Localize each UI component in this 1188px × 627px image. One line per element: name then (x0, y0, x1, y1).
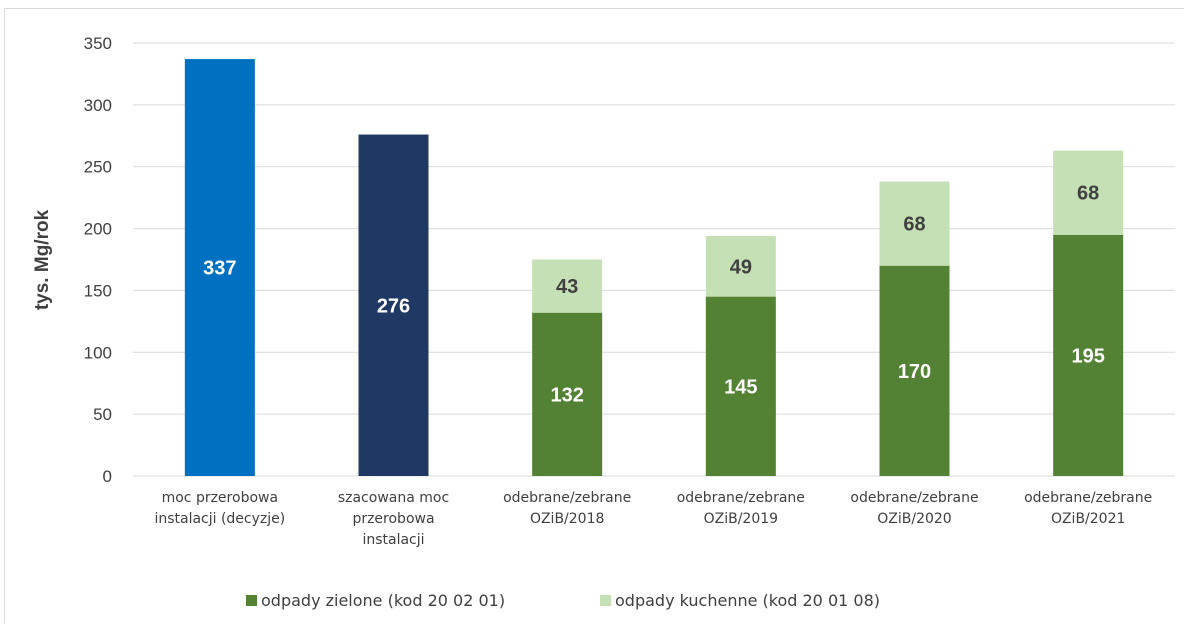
x-tick-label: odebrane/zebrane OZiB/2020 (850, 490, 978, 527)
green-waste-bar (532, 312, 603, 476)
legend: odpady zielone (kod 20 02 01) odpady kuch… (246, 591, 880, 610)
data-label: 49 (730, 256, 752, 278)
data-label: 68 (903, 214, 925, 236)
kitchen-waste-bar (1053, 150, 1124, 235)
y-tick-label: 50 (93, 405, 112, 424)
chart-frame (4, 8, 1184, 623)
x-tick-label: odebrane/zebrane OZiB/2021 (1024, 490, 1152, 527)
y-tick-label: 100 (84, 343, 112, 362)
y-tick-label: 300 (84, 96, 112, 115)
y-tick-label: 0 (103, 467, 112, 486)
data-label: 145 (724, 376, 757, 398)
capacity-bar (184, 59, 255, 476)
y-tick-label: 150 (84, 281, 112, 300)
kitchen-waste-bar (879, 181, 950, 266)
y-tick-label: 200 (84, 220, 112, 239)
x-tick-label: szacowana moc przerobowa instalacji (338, 490, 449, 548)
green-waste-bar (705, 296, 776, 476)
legend-swatch (600, 595, 611, 606)
green-waste-bar (879, 265, 950, 476)
bars (184, 59, 1124, 476)
x-tick-label: odebrane/zebrane OZiB/2018 (503, 490, 631, 527)
y-tick-label: 350 (84, 34, 112, 53)
capacity-bar (358, 134, 429, 476)
data-label: 195 (1071, 345, 1104, 367)
green-waste-bar (1053, 234, 1124, 476)
x-tick-label: moc przerobowa instalacji (decyzje) (154, 490, 285, 527)
legend-label: odpady zielone (kod 20 02 01) (261, 591, 505, 610)
kitchen-waste-bar (705, 235, 776, 297)
y-axis-ticks: 0 50 100 150 200 250 300 350 (84, 34, 112, 486)
y-tick-label: 250 (84, 158, 112, 177)
gridlines (133, 42, 1175, 477)
kitchen-waste-bar (532, 259, 603, 313)
data-label: 337 (203, 258, 236, 280)
data-label: 132 (550, 384, 583, 406)
data-label: 170 (898, 361, 931, 383)
y-axis-label: tys. Mg/rok (32, 209, 53, 310)
data-label: 68 (1077, 183, 1099, 205)
data-label: 276 (377, 295, 410, 317)
data-labels: 337 276 132 43 145 49 170 68 195 68 (203, 183, 1105, 407)
data-label: 43 (556, 276, 578, 298)
legend-label: odpady kuchenne (kod 20 01 08) (615, 591, 880, 610)
x-tick-label: odebrane/zebrane OZiB/2019 (677, 490, 805, 527)
x-axis-categories: moc przerobowa instalacji (decyzje) szacow… (154, 490, 1152, 548)
legend-swatch (246, 595, 257, 606)
